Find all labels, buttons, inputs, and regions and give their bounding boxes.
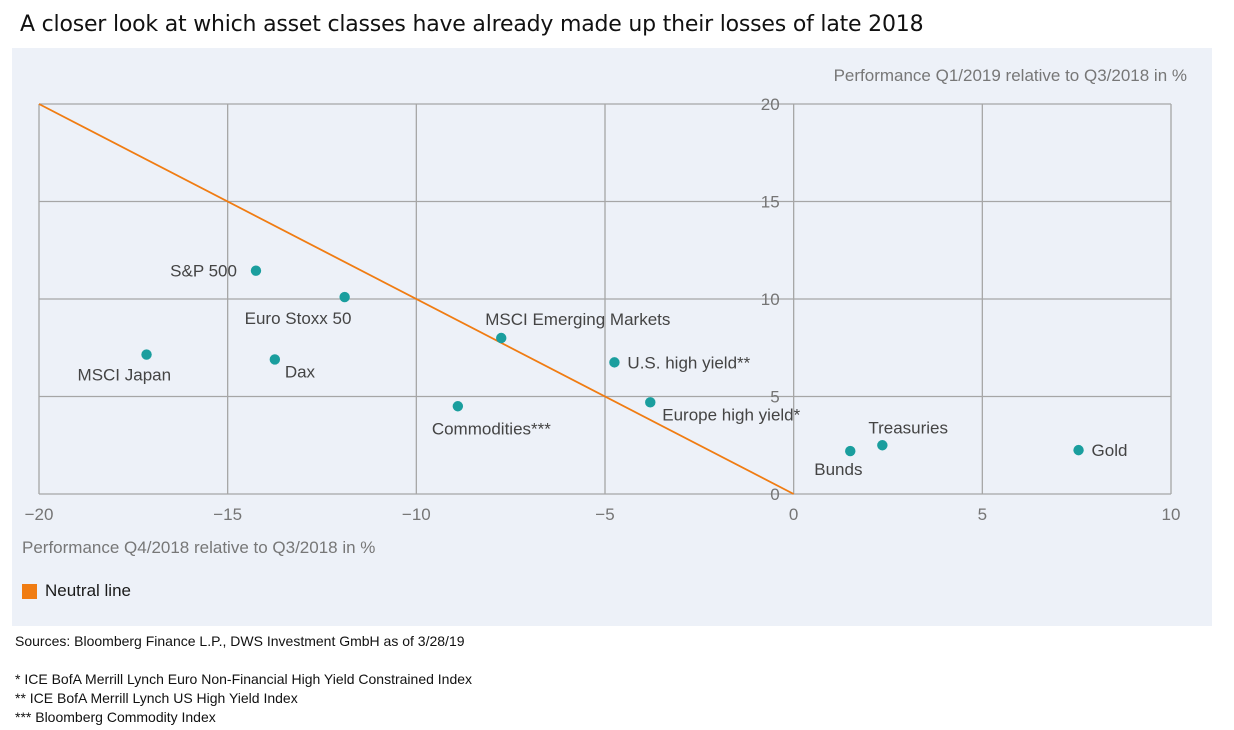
y-axis-title: Performance Q1/2019 relative to Q3/2018 … [834, 66, 1187, 85]
data-point-label: MSCI Emerging Markets [485, 310, 670, 329]
chart-panel [12, 48, 1212, 626]
x-tick-label: −5 [595, 505, 614, 524]
x-tick-label: 10 [1162, 505, 1181, 524]
data-point [141, 349, 152, 360]
data-point [845, 445, 856, 457]
chart-title: A closer look at which asset classes hav… [20, 12, 924, 37]
x-axis-title: Performance Q4/2018 relative to Q3/2018 … [22, 538, 375, 557]
data-point-label: S&P 500 [170, 262, 237, 281]
x-tick-label: 0 [789, 505, 798, 524]
neutral-line-swatch [22, 583, 37, 599]
axis-ticks: −20 −15 −10 −5 0 5 10 0 5 10 15 20 [25, 95, 1181, 524]
data-point [250, 265, 262, 276]
footnote-2: ** ICE BofA Merrill Lynch US High Yield … [15, 690, 298, 706]
x-tick-label: 5 [978, 505, 987, 524]
neutral-line-layer [38, 103, 795, 495]
neutral-line [38, 103, 795, 495]
legend-label-neutral-line: Neutral line [45, 581, 131, 600]
source-notes: Sources: Bloomberg Finance L.P., DWS Inv… [15, 632, 472, 727]
legend: Neutral line [22, 581, 131, 601]
data-points: S&P 500 Euro Stoxx 50 MSCI Japan Dax MSCI Em… [78, 262, 1128, 479]
data-point-label: U.S. high yield** [627, 353, 750, 372]
data-point [609, 357, 620, 368]
footnote-3: *** Bloomberg Commodity Index [15, 709, 216, 725]
data-point [1073, 444, 1084, 456]
data-point [877, 440, 888, 451]
grid [38, 103, 1172, 495]
data-point [339, 291, 350, 303]
data-point [452, 401, 464, 412]
data-point-label: Euro Stoxx 50 [245, 309, 352, 328]
data-point [645, 397, 656, 408]
y-tick-label: 20 [761, 95, 780, 114]
data-point-label: Bunds [814, 460, 862, 479]
y-tick-label: 0 [770, 485, 779, 504]
y-tick-label: 5 [770, 388, 779, 407]
x-tick-label: −15 [213, 505, 242, 524]
x-tick-label: −20 [25, 505, 54, 524]
x-tick-label: −10 [402, 505, 431, 524]
data-point-label: Treasuries [868, 418, 948, 437]
data-point-label: Europe high yield* [662, 405, 800, 424]
data-point-label: Gold [1092, 441, 1128, 460]
y-tick-label: 15 [761, 193, 780, 212]
y-tick-label: 10 [761, 290, 780, 309]
data-point [496, 332, 507, 344]
data-point-label: Commodities*** [432, 419, 551, 438]
data-point [269, 354, 281, 365]
sources-text: Sources: Bloomberg Finance L.P., DWS Inv… [15, 633, 465, 649]
data-point-label: MSCI Japan [78, 366, 172, 385]
footnote-1: * ICE BofA Merrill Lynch Euro Non-Financ… [15, 671, 473, 687]
data-point-label: Dax [285, 362, 316, 381]
